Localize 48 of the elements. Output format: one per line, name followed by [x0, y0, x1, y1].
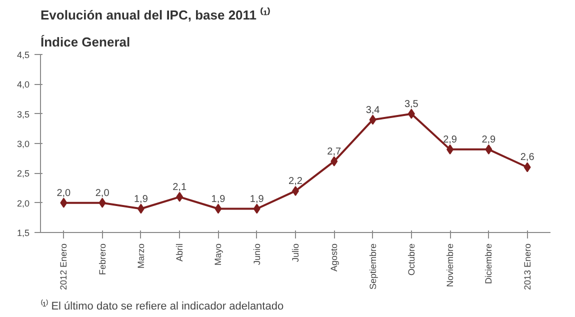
- point: [330, 156, 338, 166]
- chart-subtitle: Índice General: [40, 34, 130, 50]
- x-tick-label: 2012 Enero: [58, 243, 69, 290]
- data-label: 1,9: [211, 194, 226, 205]
- point: [176, 192, 184, 202]
- data-label: 1,9: [134, 194, 148, 205]
- data-label: 2,0: [95, 188, 110, 199]
- y-tick-label: 4,0: [16, 80, 30, 90]
- point: [214, 204, 222, 214]
- point: [98, 198, 106, 208]
- y-tick-label: 2,0: [16, 198, 30, 208]
- chart-title: Evolución anual del IPC, base 2011 ⁽¹⁾: [40, 6, 270, 22]
- point: [60, 198, 68, 208]
- text: ⁽¹⁾ El último dato se refiere al indicador adelantado: [40, 300, 284, 312]
- point: [524, 162, 531, 172]
- x-tick-label: Abril: [174, 243, 185, 262]
- y-tick-label: 3,5: [16, 109, 30, 120]
- data-label: 3,5: [404, 98, 419, 110]
- point: [408, 108, 415, 119]
- data-label: 2,2: [288, 176, 303, 187]
- x-tick-label: Marzo: [136, 243, 146, 269]
- data-label: 2,1: [172, 182, 187, 193]
- y-tick-label: 1,5: [16, 228, 30, 238]
- point: [485, 144, 492, 154]
- point: [446, 144, 454, 154]
- x-tick-label: Julio: [290, 243, 300, 262]
- point: [253, 204, 260, 214]
- x-tick-label: Agosto: [329, 243, 340, 272]
- data-label: 2,6: [520, 152, 535, 164]
- data-label: 2,9: [443, 134, 458, 146]
- x-tick-label: Octubre: [406, 244, 416, 276]
- point: [369, 114, 376, 125]
- point: [137, 204, 144, 214]
- x-tick-label: Febrero: [97, 244, 108, 276]
- data-label: 1,9: [250, 194, 264, 205]
- y-tick-label: 2,5: [16, 168, 30, 179]
- x-tick-label: 2013 Enero: [522, 243, 532, 290]
- x-tick-label: Junio: [252, 244, 262, 266]
- x-tick-label: Mayo: [213, 243, 224, 266]
- data-label: 3,4: [366, 104, 380, 116]
- y-tick-label: 3,0: [16, 139, 30, 149]
- data-label: 2,9: [482, 134, 496, 146]
- x-tick-label: Noviembre: [445, 244, 456, 288]
- y-tick-label: 4,5: [16, 50, 30, 60]
- x-tick-label: Diciembre: [484, 243, 494, 284]
- data-label: 2,0: [56, 188, 72, 199]
- x-tick-label: Septiembre: [368, 243, 378, 290]
- data-label: 2,7: [327, 146, 342, 158]
